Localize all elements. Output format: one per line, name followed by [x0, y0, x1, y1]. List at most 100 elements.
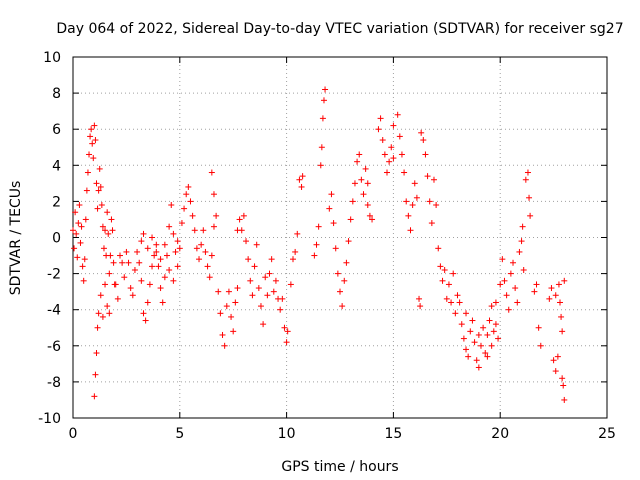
data-point — [279, 295, 286, 302]
data-point — [183, 191, 190, 198]
data-point — [439, 277, 446, 284]
data-point — [185, 183, 192, 190]
y-tick-label: 10 — [43, 50, 61, 66]
data-point — [317, 162, 324, 169]
data-point — [407, 227, 414, 234]
data-point — [196, 256, 203, 263]
data-point — [298, 183, 305, 190]
data-point — [356, 151, 363, 158]
y-tick-label: -6 — [47, 339, 61, 355]
data-point — [109, 227, 116, 234]
data-point — [388, 144, 395, 151]
data-point — [204, 263, 211, 270]
data-point — [110, 259, 117, 266]
data-point — [375, 126, 382, 133]
data-point — [430, 176, 437, 183]
data-point — [450, 270, 457, 277]
data-point — [488, 303, 495, 310]
data-point — [189, 212, 196, 219]
data-point — [377, 115, 384, 122]
data-point — [311, 252, 318, 259]
data-point — [499, 256, 506, 263]
data-point — [433, 202, 440, 209]
data-point — [437, 263, 444, 270]
y-tick-label: -2 — [47, 267, 61, 283]
data-point — [492, 321, 499, 328]
data-point — [334, 270, 341, 277]
data-point — [71, 245, 78, 252]
data-point — [546, 295, 553, 302]
data-point — [249, 292, 256, 299]
data-point — [106, 270, 113, 277]
data-point — [475, 364, 482, 371]
data-point — [463, 346, 470, 353]
data-point — [93, 350, 100, 357]
data-point — [477, 342, 484, 349]
data-point — [159, 299, 166, 306]
data-point — [351, 180, 358, 187]
data-point — [217, 310, 224, 317]
data-point — [270, 288, 277, 295]
data-point — [560, 382, 567, 389]
data-point — [84, 169, 91, 176]
data-point — [91, 393, 98, 400]
data-point — [264, 292, 271, 299]
data-point — [191, 227, 198, 234]
data-point — [149, 263, 156, 270]
data-point — [97, 292, 104, 299]
data-point — [552, 368, 559, 375]
data-point — [475, 331, 482, 338]
data-point — [390, 155, 397, 162]
data-point — [360, 191, 367, 198]
data-point — [228, 313, 235, 320]
data-point — [260, 321, 267, 328]
data-point — [107, 252, 114, 259]
data-point — [488, 342, 495, 349]
data-point — [151, 252, 158, 259]
data-point — [146, 281, 153, 288]
axis-ticks — [72, 56, 608, 419]
y-tick-label: 2 — [52, 194, 61, 210]
x-axis-label: GPS time / hours — [281, 459, 398, 475]
data-point — [369, 216, 376, 223]
data-point — [484, 353, 491, 360]
data-point — [127, 285, 134, 292]
data-point — [557, 299, 564, 306]
data-point — [104, 303, 111, 310]
data-point — [501, 277, 508, 284]
y-tick-labels: -10 -8 -6 -4 -2 0 2 4 6 8 10 — [38, 50, 61, 427]
data-point — [435, 245, 442, 252]
data-point — [558, 313, 565, 320]
data-point — [144, 299, 151, 306]
data-point — [394, 111, 401, 118]
data-point — [362, 165, 369, 172]
y-tick-label: 0 — [52, 231, 61, 247]
data-point — [299, 173, 306, 180]
data-point — [456, 299, 463, 306]
x-tick-labels: 0 5 10 15 20 25 — [69, 426, 616, 442]
data-point — [328, 191, 335, 198]
data-point — [339, 303, 346, 310]
data-point — [428, 220, 435, 227]
x-tick-label: 20 — [491, 426, 509, 442]
data-point — [166, 266, 173, 273]
data-point — [202, 248, 209, 255]
data-point — [95, 310, 102, 317]
data-point — [379, 137, 386, 144]
y-tick-label: 4 — [52, 158, 61, 174]
data-point — [102, 227, 109, 234]
data-point — [341, 277, 348, 284]
y-tick-label: 6 — [52, 122, 61, 138]
data-point — [520, 266, 527, 273]
data-point — [480, 324, 487, 331]
data-point — [94, 205, 101, 212]
data-point — [277, 306, 284, 313]
data-point — [531, 288, 538, 295]
data-point — [343, 259, 350, 266]
data-points — [70, 86, 568, 403]
data-point — [473, 357, 480, 364]
y-tick-label: -4 — [47, 303, 61, 319]
data-point — [561, 396, 568, 403]
data-point — [561, 277, 568, 284]
